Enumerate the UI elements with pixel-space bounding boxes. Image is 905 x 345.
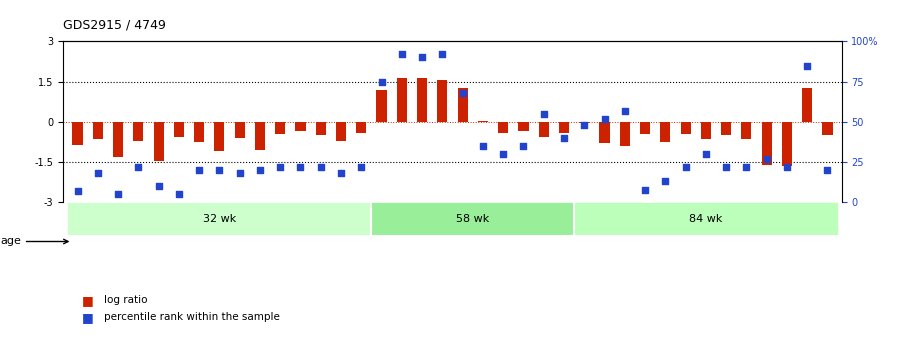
Point [820,167,834,173]
Bar [357,122,367,132]
Point [414,55,429,60]
Bar [133,122,143,141]
Point [131,164,146,170]
Bar [802,88,813,122]
Point [800,63,814,68]
Text: 58 wk: 58 wk [456,214,490,224]
Point [395,51,409,57]
Point [375,79,389,85]
Text: 32 wk: 32 wk [203,214,236,224]
Bar [599,122,610,144]
Bar [437,80,447,122]
Point [739,164,754,170]
Bar [295,122,306,131]
Point [354,164,368,170]
Point [435,51,450,57]
Point [273,164,288,170]
Point [780,164,795,170]
Point [617,108,632,114]
Bar [336,122,346,141]
Bar [194,122,205,142]
Text: ■: ■ [81,311,93,324]
Bar [214,122,224,151]
Point [658,179,672,184]
Point [719,164,733,170]
Point [679,164,693,170]
Bar [519,122,529,131]
Bar [721,122,731,135]
Bar [92,122,103,139]
Bar [661,122,671,142]
Point [212,167,226,173]
Bar [762,122,772,165]
Bar [255,122,265,150]
Point [496,151,510,157]
Point [172,191,186,197]
Point [110,191,125,197]
Bar [700,122,711,139]
Point [313,164,328,170]
Bar [371,203,574,235]
Point [699,151,713,157]
Text: 84 wk: 84 wk [690,214,722,224]
Point [557,135,571,141]
Text: GDS2915 / 4749: GDS2915 / 4749 [63,18,167,31]
Bar [174,122,184,137]
Point [476,143,491,149]
Bar [72,122,82,145]
Point [638,187,653,192]
Point [577,122,592,128]
Point [192,167,206,173]
Text: age: age [0,237,68,246]
Bar [574,203,838,235]
Bar [113,122,123,157]
Point [759,156,774,162]
Bar [234,122,244,138]
Bar [640,122,650,134]
Bar [154,122,164,161]
Point [334,171,348,176]
Bar [396,78,407,122]
Bar [417,78,427,122]
Bar [579,122,589,123]
Point [71,188,85,194]
Bar [823,122,833,135]
Point [455,90,470,96]
Point [233,171,247,176]
Bar [316,122,326,135]
Bar [782,122,792,166]
Text: percentile rank within the sample: percentile rank within the sample [104,313,280,322]
Bar [538,122,548,137]
Bar [478,120,488,122]
Point [597,116,612,121]
Point [516,143,530,149]
Point [90,171,105,176]
Text: log ratio: log ratio [104,295,148,305]
Point [293,164,308,170]
Bar [681,122,691,134]
Bar [458,88,468,122]
Point [252,167,267,173]
Bar [376,90,386,122]
Bar [67,203,371,235]
Bar [741,122,751,139]
Point [151,184,166,189]
Bar [620,122,630,146]
Text: ■: ■ [81,294,93,307]
Bar [275,122,285,134]
Point [537,111,551,117]
Bar [498,122,509,132]
Bar [559,122,569,132]
